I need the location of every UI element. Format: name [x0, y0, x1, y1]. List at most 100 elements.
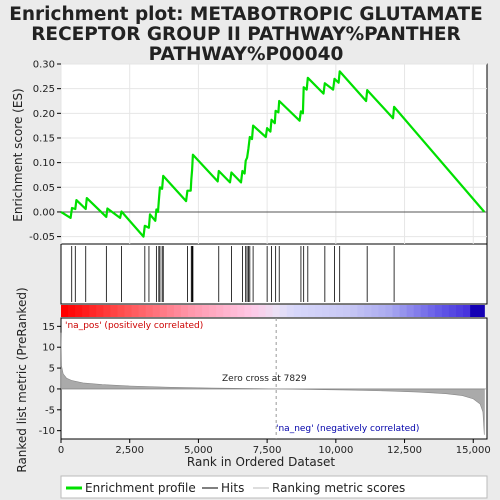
colorbar-segment: [293, 305, 302, 317]
x-tick-label: 12,500: [387, 445, 422, 456]
colorbar-segment: [103, 305, 111, 317]
colorbar-segment: [216, 305, 224, 317]
colorbar-segment: [343, 305, 351, 317]
es-y-tick-label: 0.20: [33, 109, 55, 120]
colorbar-segment: [286, 305, 295, 317]
colorbar-segment: [209, 305, 217, 317]
es-y-tick-label: 0.00: [33, 207, 55, 218]
colorbar-segment: [406, 305, 415, 317]
x-tick-label: 7,500: [253, 445, 282, 456]
es-panel: [60, 63, 488, 245]
metric-y-tick-label: 0: [49, 384, 55, 395]
colorbar-segment: [195, 305, 203, 317]
colorbar-segment: [251, 305, 260, 317]
x-tick-label: 2,500: [115, 445, 144, 456]
x-tick-label: 15,000: [456, 445, 491, 456]
colorbar-segment: [202, 305, 210, 317]
colorbar-segment: [434, 305, 443, 317]
colorbar-segment: [138, 305, 147, 317]
colorbar-segment: [131, 305, 140, 317]
colorbar-segment: [237, 305, 246, 317]
colorbar-segment: [124, 305, 133, 317]
x-tick-label: 0: [58, 445, 64, 456]
colorbar-segment: [448, 305, 457, 317]
metric-y-tick-label: -10: [39, 426, 55, 437]
colorbar-segment: [399, 305, 408, 317]
ranking-metric-area: [60, 332, 487, 435]
legend: Enrichment profile Hits Ranking metric s…: [60, 475, 488, 499]
colorbar-segment: [371, 305, 380, 317]
colorbar-segment: [456, 305, 464, 317]
colorbar-segment: [463, 305, 471, 317]
es-y-tick-label: -0.05: [29, 232, 55, 243]
zero-cross-label: Zero cross at 7829: [222, 374, 307, 384]
colorbar-segment: [350, 305, 358, 317]
legend-enrichment-label: Enrichment profile: [85, 481, 196, 495]
colorbar-segment: [187, 305, 196, 317]
colorbar-segment: [385, 305, 394, 317]
x-axis-label: Rank in Ordered Dataset: [187, 455, 335, 469]
legend-metric-label: Ranking metric scores: [272, 481, 405, 495]
hits-panel: [60, 243, 488, 305]
colorbar-segment: [173, 305, 182, 317]
enrichment-profile-line: [60, 70, 486, 238]
colorbar-segment: [378, 305, 387, 317]
colorbar-segment: [265, 305, 274, 317]
colorbar-segment: [82, 305, 90, 317]
title-line-3: PATHWAY%P00040: [149, 44, 344, 65]
ranking-colorbar: [61, 305, 485, 317]
title-line-2: RECEPTOR GROUP II PATHWAY%PANTHER: [31, 24, 461, 45]
metric-y-axis-label: Ranked list metric (PreRanked): [15, 287, 29, 472]
es-y-tick-label: 0.15: [33, 133, 55, 144]
legend-hits-label: Hits: [221, 481, 244, 495]
colorbar-segment: [145, 305, 154, 317]
x-ticks: 0 2,500 5,000 7,500 10,000 12,500 15,000: [58, 439, 491, 456]
colorbar-segment: [68, 305, 76, 317]
metric-y-tick-label: -5: [45, 405, 55, 416]
colorbar-segment: [159, 305, 168, 317]
colorbar-segment: [413, 305, 422, 317]
colorbar-segment: [152, 305, 161, 317]
es-y-ticks: 0.30 0.25 0.20 0.15 0.10 0.05 0.00 -0.05: [29, 60, 61, 243]
colorbar-segment: [336, 305, 344, 317]
es-y-tick-label: 0.25: [33, 84, 55, 95]
x-tick-label: 5,000: [184, 445, 213, 456]
metric-y-ticks: 15 10 5 0 -5 -10: [39, 322, 61, 437]
metric-y-tick-label: 15: [42, 322, 55, 333]
metric-y-tick-label: 5: [49, 364, 55, 375]
es-y-axis-label: Enrichment score (ES): [11, 88, 25, 221]
es-y-tick-label: 0.30: [33, 60, 55, 71]
es-grid: [60, 63, 487, 244]
colorbar-segment: [117, 305, 126, 317]
metric-y-tick-label: 10: [42, 343, 55, 354]
enrichment-profile: [60, 70, 486, 238]
colorbar-segment: [357, 305, 365, 317]
colorbar-segment: [230, 305, 238, 317]
colorbar-segment: [477, 305, 485, 317]
colorbar-segment: [89, 305, 97, 317]
x-tick-label: 10,000: [318, 445, 353, 456]
neg-correlated-label: 'na_neg' (negatively correlated): [276, 424, 419, 434]
colorbar-segment: [322, 305, 330, 317]
colorbar-segment: [392, 305, 401, 317]
colorbar-segment: [166, 305, 175, 317]
colorbar-segment: [427, 305, 436, 317]
colorbar-segment: [258, 305, 267, 317]
colorbar-segment: [307, 305, 316, 317]
colorbar-segment: [364, 305, 372, 317]
hit-lines: [71, 246, 395, 302]
colorbar-segment: [279, 305, 288, 317]
metric-panel: [60, 317, 488, 440]
colorbar-segment: [470, 305, 478, 317]
pos-correlated-label: 'na_pos' (positively correlated): [65, 321, 203, 331]
colorbar-segment: [244, 305, 253, 317]
colorbar-segment: [223, 305, 231, 317]
colorbar-segment: [441, 305, 450, 317]
colorbar-segment: [300, 305, 309, 317]
colorbar-segment: [272, 305, 281, 317]
colorbar-segment: [110, 305, 119, 317]
colorbar-segment: [420, 305, 429, 317]
colorbar-segment: [180, 305, 189, 317]
colorbar-segment: [96, 305, 104, 317]
